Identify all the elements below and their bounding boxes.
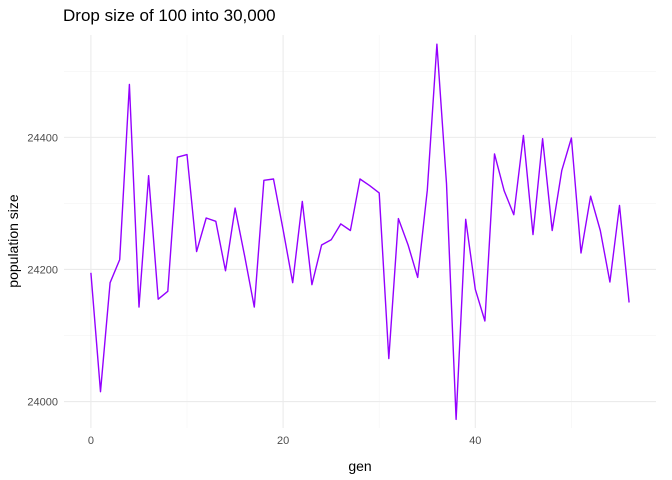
chart-title: Drop size of 100 into 30,000 — [63, 6, 276, 25]
x-axis-title: gen — [348, 458, 371, 474]
y-tick-label: 24400 — [27, 132, 58, 144]
x-tick-label: 40 — [469, 435, 481, 447]
y-tick-label: 24000 — [27, 397, 58, 409]
axis-ticks: 0 20 40 24000 24200 24400 — [27, 132, 481, 447]
y-axis-title: population size — [5, 194, 21, 288]
gridlines — [64, 35, 656, 428]
x-tick-label: 20 — [277, 435, 289, 447]
x-tick-label: 0 — [88, 435, 94, 447]
series-line — [90, 43, 630, 421]
y-tick-label: 24200 — [27, 264, 58, 276]
